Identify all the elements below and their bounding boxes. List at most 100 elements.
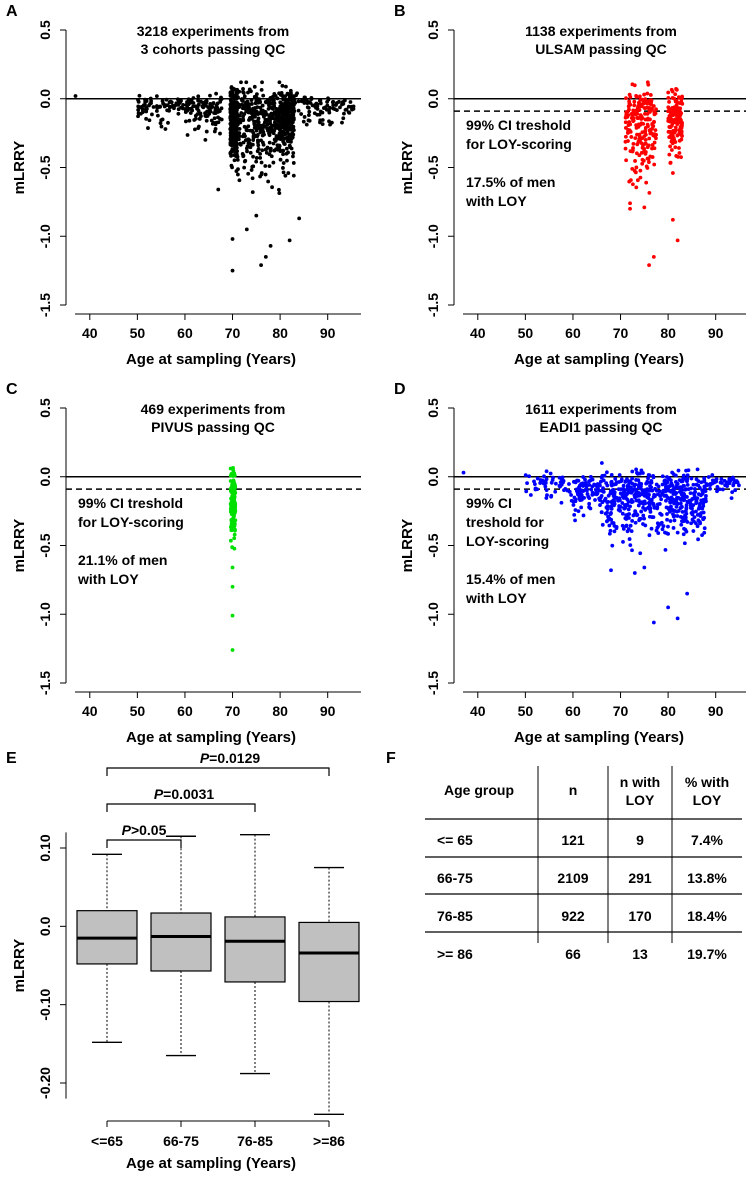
data-point	[549, 493, 554, 498]
data-point	[609, 504, 613, 509]
data-point	[648, 483, 652, 488]
data-point	[249, 168, 254, 172]
data-point	[567, 489, 572, 494]
data-point	[176, 107, 181, 112]
data-point	[149, 99, 153, 103]
x-tick-label: 60	[177, 703, 193, 719]
data-point	[627, 489, 632, 494]
data-point	[663, 547, 668, 552]
data-point	[281, 166, 285, 170]
data-point	[699, 480, 704, 485]
data-point	[642, 565, 647, 570]
data-point	[646, 473, 651, 477]
table-cell: 66	[565, 946, 581, 962]
data-point	[642, 92, 647, 97]
data-point	[136, 108, 141, 112]
data-point	[609, 568, 613, 573]
x-tick-label: 60	[177, 325, 193, 341]
data-point	[162, 102, 166, 107]
data-point	[630, 166, 635, 171]
data-point	[677, 146, 681, 150]
data-point	[609, 472, 614, 477]
data-point	[160, 117, 165, 122]
data-point	[621, 483, 626, 488]
data-point	[680, 505, 684, 509]
data-point	[689, 476, 694, 481]
data-point	[684, 529, 689, 534]
data-point	[635, 108, 639, 113]
data-point	[626, 507, 631, 512]
data-point	[329, 120, 334, 125]
data-point	[668, 125, 673, 130]
y-tick-label: -1.0	[37, 224, 53, 248]
data-point	[181, 102, 185, 107]
data-point	[244, 227, 249, 232]
data-point	[675, 530, 680, 535]
data-point	[307, 109, 312, 114]
data-point	[219, 117, 224, 122]
data-point	[698, 514, 703, 518]
data-point	[607, 523, 612, 528]
data-point	[174, 101, 179, 106]
data-point	[611, 521, 616, 525]
x-tick-label: 50	[518, 703, 534, 719]
data-point	[651, 620, 656, 625]
x-tick-label: 70	[613, 703, 629, 719]
data-point	[702, 476, 707, 481]
data-point	[166, 120, 170, 125]
data-point	[282, 136, 287, 141]
data-point	[583, 477, 587, 482]
data-point	[659, 512, 664, 517]
x-tick-label: 90	[320, 703, 336, 719]
data-point	[235, 157, 240, 162]
data-point	[673, 125, 678, 130]
data-point	[289, 106, 294, 111]
comparison-bracket	[106, 767, 330, 776]
data-point	[676, 95, 681, 100]
data-point	[290, 126, 294, 131]
data-point	[681, 473, 686, 478]
data-point	[532, 482, 537, 487]
x-axis-label: Age at sampling (Years)	[126, 1155, 296, 1172]
data-point	[653, 111, 658, 116]
panel-title: ULSAM passing QC	[535, 41, 666, 57]
data-point	[231, 521, 235, 526]
data-point	[576, 492, 580, 497]
data-point	[527, 474, 532, 479]
data-point	[685, 495, 689, 499]
data-point	[248, 150, 253, 155]
data-point	[626, 104, 631, 109]
data-point	[259, 171, 264, 175]
data-point	[668, 519, 673, 523]
data-point	[553, 489, 558, 494]
data-point	[160, 99, 165, 103]
data-point	[733, 488, 738, 493]
data-point	[600, 522, 605, 527]
data-point	[605, 483, 610, 488]
x-tick-label: 66-75	[163, 1133, 199, 1149]
data-point	[341, 116, 346, 121]
data-point	[611, 494, 616, 498]
box-2	[224, 833, 286, 1075]
data-point	[272, 110, 277, 114]
data-point	[542, 474, 546, 479]
data-point	[278, 110, 283, 115]
data-point	[632, 571, 637, 575]
data-point	[267, 133, 272, 138]
data-point	[633, 482, 638, 487]
data-point	[296, 99, 301, 104]
data-point	[277, 191, 282, 196]
data-point	[231, 478, 236, 483]
data-point	[328, 105, 332, 110]
data-point	[232, 153, 237, 157]
data-point	[664, 498, 668, 503]
data-point	[667, 100, 671, 104]
data-point	[282, 131, 287, 136]
y-tick-label: -0.5	[37, 155, 53, 179]
data-point	[629, 485, 633, 490]
data-point	[624, 96, 628, 101]
data-point	[587, 496, 592, 501]
panel-d: D 0.5 0.0 -0.5 -1.0 -1.5 mLRRY 40 50 60 70 80 90 Age …	[394, 381, 746, 746]
data-point	[571, 503, 576, 507]
data-point	[639, 150, 644, 155]
